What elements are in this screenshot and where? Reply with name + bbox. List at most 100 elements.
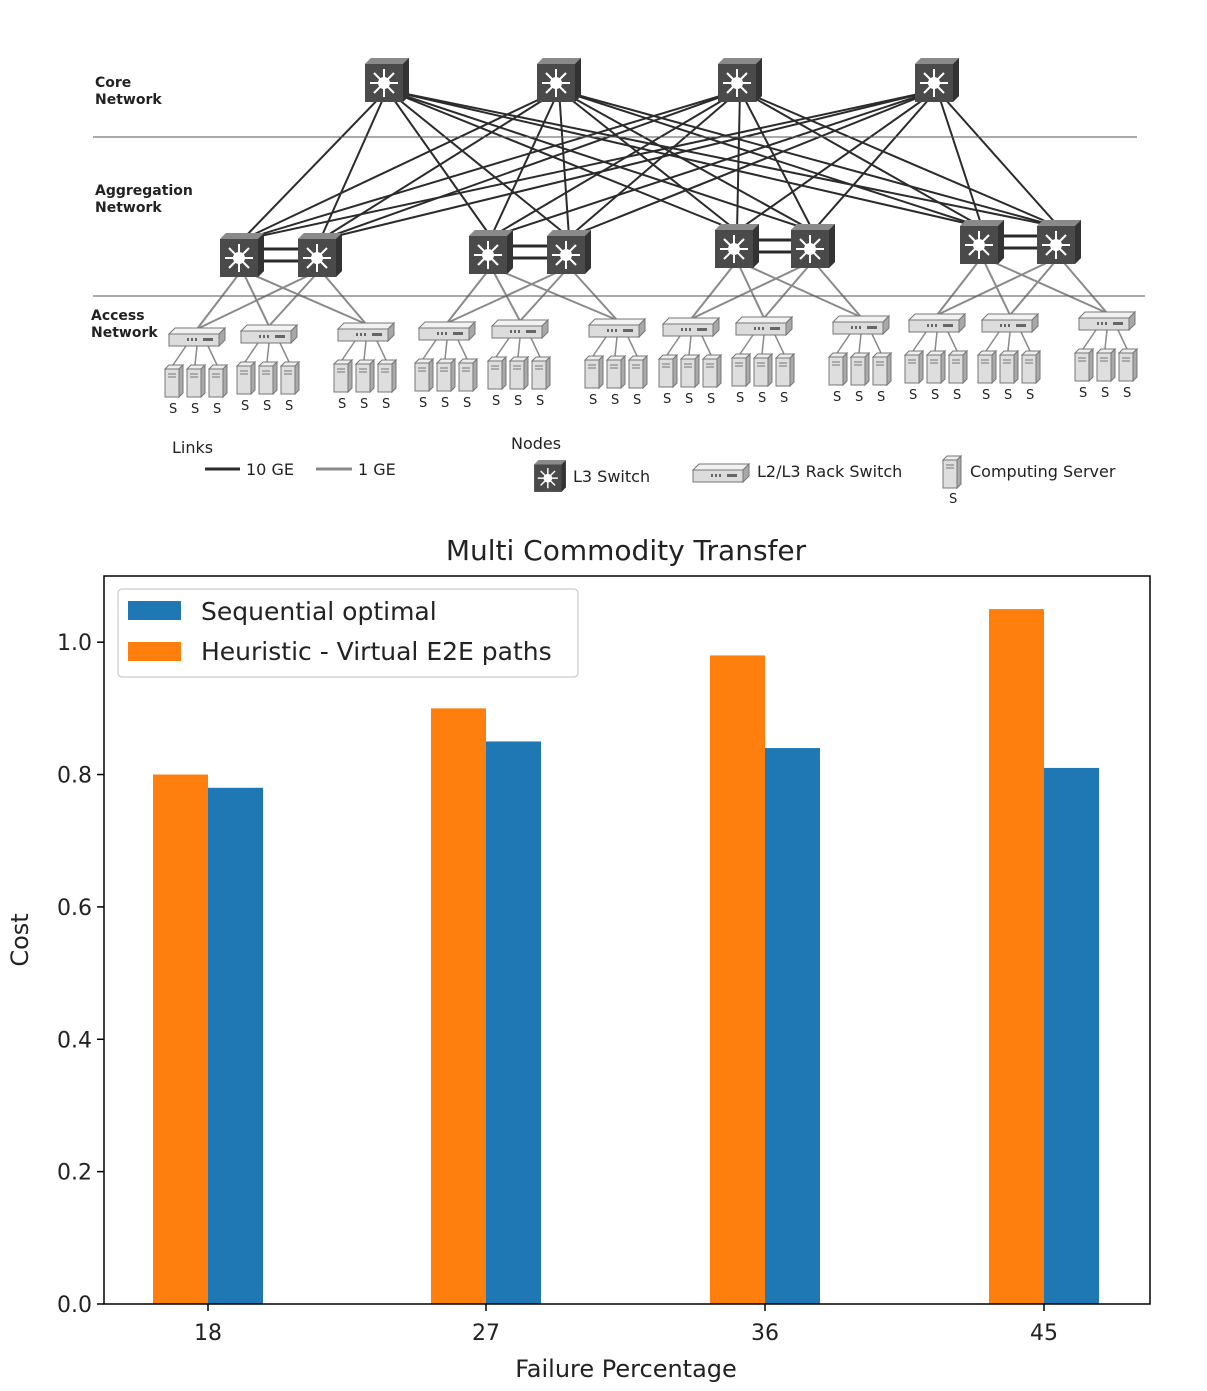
server-label: S <box>758 391 766 406</box>
link-1ge-agg-rack8-1 <box>812 260 862 318</box>
legend-label-heuristic: Heuristic - Virtual E2E paths <box>201 637 552 666</box>
link-1ge-agg-rack1-1 <box>268 269 321 327</box>
link-1ge-agg-rack8-0 <box>736 260 862 318</box>
tier-core-line2: Network <box>95 92 162 108</box>
link-1ge-rack2-server2 <box>376 340 387 361</box>
link-1ge-rack10-server1 <box>1007 331 1011 352</box>
y-tick-label: 0.6 <box>57 896 92 921</box>
server-icon <box>606 355 626 389</box>
server-icon <box>872 352 892 386</box>
link-10ge-core3-agg1 <box>319 89 938 241</box>
link-10ge-core3-agg6 <box>936 89 983 228</box>
link-1ge-agg-rack2-1 <box>319 269 367 325</box>
aggregation-l3-switch-icon <box>714 223 760 269</box>
server-label: S <box>263 399 271 414</box>
server-label: S <box>514 394 522 409</box>
link-1ge-agg-rack2-0 <box>241 269 367 325</box>
rack-switch-icon <box>491 319 549 339</box>
legend-server-symbol: S <box>949 492 957 507</box>
link-10ge-core2-agg6 <box>739 89 983 228</box>
computing-server-icon <box>942 455 962 489</box>
aggregation-l3-switch-icon <box>1036 219 1082 265</box>
link-1ge-agg-rack4-1 <box>519 266 570 322</box>
link-1ge-rack1-server2 <box>279 342 290 363</box>
legend-l3-switch-label: L3 Switch <box>573 467 650 486</box>
y-tick-label: 0.0 <box>57 1293 92 1318</box>
link-1ge-rack9-server0 <box>912 331 927 352</box>
server-label: S <box>736 391 744 406</box>
rack-switch-icon <box>240 324 298 344</box>
bar-sequential-36 <box>765 748 820 1304</box>
link-1ge-rack11-server0 <box>1082 329 1097 350</box>
link-1ge-rack4-server0 <box>495 337 510 358</box>
server-icon <box>333 359 353 393</box>
aggregation-l3-switch-icon <box>790 223 836 269</box>
server-label: S <box>213 402 221 417</box>
link-1ge-rack11-server1 <box>1104 329 1108 350</box>
server-label: S <box>611 393 619 408</box>
link-1ge-agg-rack6-1 <box>690 260 814 320</box>
link-10ge-core0-agg0 <box>241 89 388 241</box>
server-icon <box>775 353 795 387</box>
legend-computing-server-label: Computing Server <box>970 462 1116 481</box>
server-label: S <box>855 390 863 405</box>
server-label: S <box>953 388 961 403</box>
link-1ge-agg-rack5-1 <box>568 266 618 321</box>
link-1ge-agg-rack3-0 <box>446 266 492 324</box>
legend-swatch-sequential <box>128 601 181 620</box>
link-1ge-agg-rack11-1 <box>1058 256 1108 314</box>
aggregation-l3-switch-icon <box>468 229 514 275</box>
server-icon <box>164 364 184 398</box>
bar-heuristic-36 <box>710 655 765 1304</box>
link-1ge-rack2-server0 <box>341 340 356 361</box>
diagram-legend: Links 10 GE 1 GE Nodes L3 Switch L2/L3 R… <box>172 434 1116 507</box>
core-l3-switch-icon <box>536 57 582 103</box>
server-icon <box>628 355 648 389</box>
bar-heuristic-45 <box>989 609 1044 1304</box>
rack-switch-icon <box>1078 311 1136 331</box>
server-label: S <box>463 396 471 411</box>
link-1ge-rack8-server1 <box>858 333 862 354</box>
link-10ge-core3-agg0 <box>241 89 938 241</box>
link-1ge-rack7-server2 <box>774 334 785 355</box>
legend-10ge-label: 10 GE <box>246 460 294 479</box>
link-10ge-core2-agg4 <box>736 89 741 232</box>
rack-switch-icon <box>588 318 646 338</box>
server-label: S <box>441 396 449 411</box>
link-1ge-rack1-server0 <box>244 342 259 363</box>
link-1ge-agg-rack11-0 <box>981 256 1108 314</box>
bar-sequential-18 <box>208 787 263 1304</box>
bar-heuristic-27 <box>431 708 486 1304</box>
link-1ge-agg-rack1-0 <box>241 269 270 327</box>
link-10ge-core0-agg3 <box>386 89 570 238</box>
link-1ge-rack7-server0 <box>739 334 754 355</box>
server-label: S <box>707 392 715 407</box>
link-1ge-rack9-server1 <box>934 331 938 352</box>
server-label: S <box>492 394 500 409</box>
core-l3-switch-icon <box>364 57 410 103</box>
server-icon <box>977 350 997 384</box>
server-label: S <box>360 397 368 412</box>
legend-1ge-label: 1 GE <box>358 460 396 479</box>
server-label: S <box>382 397 390 412</box>
server-label: S <box>169 402 177 417</box>
rack-switch-icon <box>418 321 476 341</box>
chart-title: Multi Commodity Transfer <box>446 534 807 567</box>
link-1ge-rack4-server1 <box>517 337 521 358</box>
link-10ge-core3-agg7 <box>936 89 1060 228</box>
server-icon <box>584 355 604 389</box>
server-label: S <box>1101 386 1109 401</box>
x-axis: 18 27 36 45 <box>194 1304 1058 1346</box>
link-1ge-rack2-server1 <box>363 340 367 361</box>
server-icon <box>1074 348 1094 382</box>
server-icon <box>1118 348 1138 382</box>
tier-divider-lines <box>93 136 1145 297</box>
server-icon <box>1021 350 1041 384</box>
link-1ge-rack5-server2 <box>627 336 638 357</box>
x-tick-label: 45 <box>1030 1321 1058 1346</box>
server-icon <box>999 350 1019 384</box>
legend-box <box>117 588 579 678</box>
server-icon <box>828 352 848 386</box>
rack-switch-icon <box>981 313 1039 333</box>
link-1ge-rack7-server1 <box>761 334 765 355</box>
